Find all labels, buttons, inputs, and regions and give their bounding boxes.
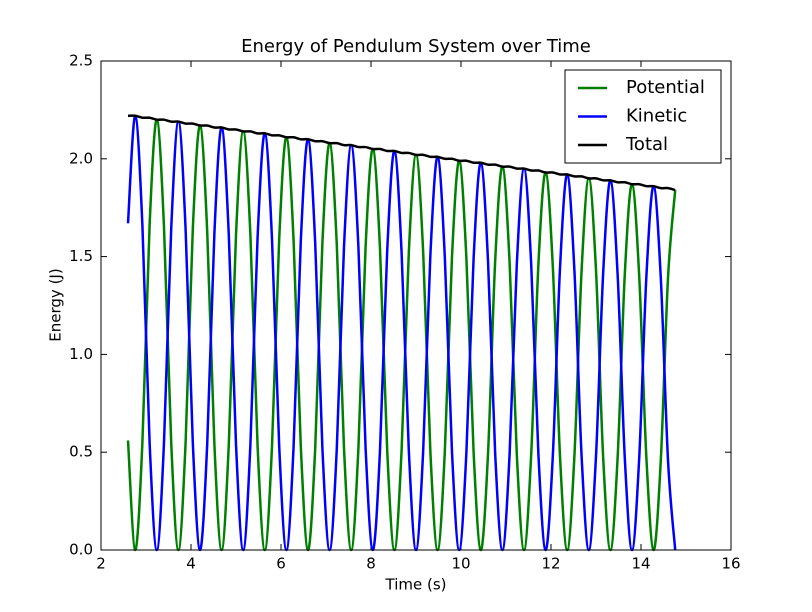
x-tick-label: 14: [631, 555, 650, 573]
legend-label: Potential: [626, 77, 705, 98]
y-tick-label: 1.0: [69, 345, 93, 363]
y-axis-label: Energy (J): [47, 268, 65, 341]
x-axis-label: Time (s): [385, 576, 447, 594]
series-line: [127, 114, 676, 192]
y-tick-label: 0.5: [69, 443, 93, 461]
legend-label: Total: [625, 134, 668, 155]
chart-title: Energy of Pendulum System over Time: [241, 36, 591, 57]
y-tick-label: 1.5: [69, 247, 93, 265]
legend-label: Kinetic: [626, 106, 687, 127]
x-tick-label: 12: [541, 555, 560, 573]
x-tick-label: 4: [186, 555, 196, 573]
y-tick-label: 0.0: [69, 541, 93, 559]
x-tick-label: 6: [276, 555, 286, 573]
x-tick-label: 16: [721, 555, 740, 573]
x-tick-label: 2: [96, 555, 106, 573]
y-tick-label: 2.5: [69, 52, 93, 70]
x-tick-label: 8: [366, 555, 376, 573]
x-tick-label: 10: [451, 555, 470, 573]
legend: Potential Kinetic Total: [564, 69, 722, 164]
y-tick-label: 2.0: [69, 149, 93, 167]
legend-box: [564, 69, 722, 164]
plot-frame: [100, 60, 732, 551]
